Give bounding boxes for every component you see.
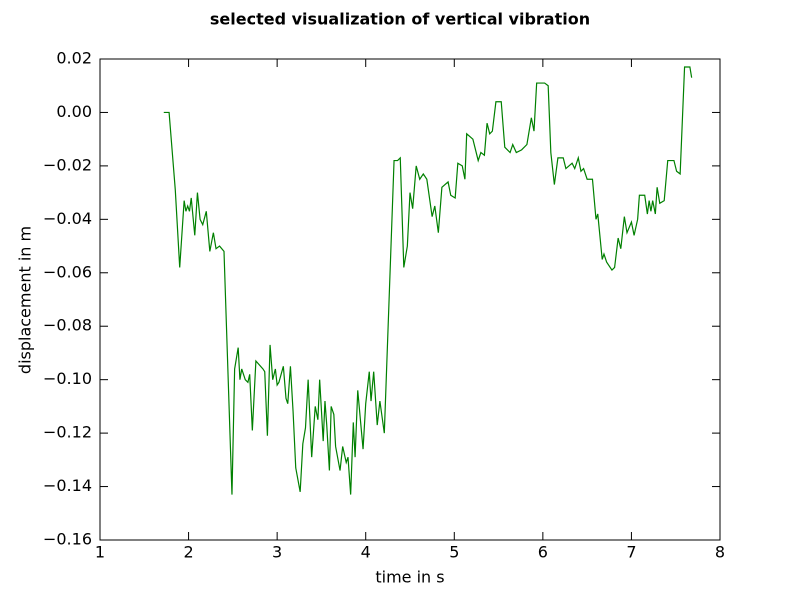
x-tick-label: 7 bbox=[626, 543, 636, 562]
y-tick-label: −0.10 bbox=[43, 369, 92, 388]
x-tick-label: 2 bbox=[183, 543, 193, 562]
y-tick-label: −0.12 bbox=[43, 423, 92, 442]
x-tick-label: 6 bbox=[538, 543, 548, 562]
y-tick-label: −0.02 bbox=[43, 155, 92, 174]
y-tick-label: −0.14 bbox=[43, 476, 92, 495]
y-tick-label: −0.08 bbox=[43, 316, 92, 335]
y-tick-label: 0.02 bbox=[56, 49, 92, 68]
x-tick-label: 4 bbox=[361, 543, 371, 562]
data-line bbox=[163, 66, 693, 495]
y-tick-label: −0.06 bbox=[43, 262, 92, 281]
y-tick-label: −0.04 bbox=[43, 209, 92, 228]
x-tick-label: 5 bbox=[449, 543, 459, 562]
x-axis-label: time in s bbox=[375, 568, 444, 587]
chart-title: selected visualization of vertical vibra… bbox=[210, 10, 590, 29]
plot-frame bbox=[99, 58, 721, 541]
y-tick-label: −0.16 bbox=[43, 530, 92, 549]
x-tick-label: 3 bbox=[272, 543, 282, 562]
x-tick-label: 8 bbox=[715, 543, 725, 562]
y-tick-label: 0.00 bbox=[56, 102, 92, 121]
y-axis-label: displacement in m bbox=[16, 226, 35, 374]
x-tick-label: 1 bbox=[95, 543, 105, 562]
